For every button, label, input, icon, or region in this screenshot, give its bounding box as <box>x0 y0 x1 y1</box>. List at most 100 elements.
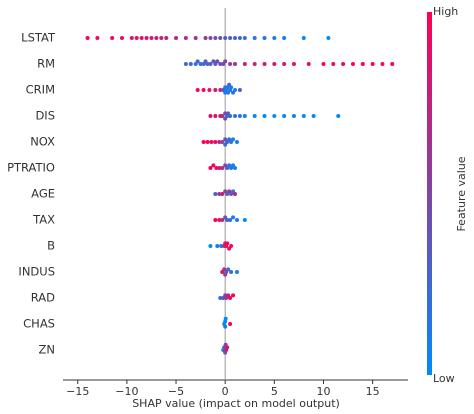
feature-label: TAX <box>32 213 55 227</box>
feature-label: ZN <box>39 343 55 357</box>
shap-point <box>233 114 238 118</box>
shap-point <box>229 270 234 274</box>
shap-point <box>380 62 385 66</box>
shap-point <box>213 36 218 40</box>
feature-label: LSTAT <box>21 31 56 45</box>
shap-point <box>203 36 208 40</box>
shap-point <box>217 218 222 222</box>
shap-point <box>208 114 213 118</box>
shap-point <box>331 62 336 66</box>
shap-point <box>201 88 206 92</box>
shap-point <box>301 36 306 40</box>
shap-point <box>209 140 214 144</box>
feature-label: AGE <box>31 187 55 201</box>
shap-point <box>95 36 100 40</box>
x-tick-label: 15 <box>366 385 380 398</box>
shap-point <box>220 218 225 222</box>
shap-point <box>174 36 179 40</box>
shap-point <box>119 36 124 40</box>
shap-point <box>154 36 159 40</box>
shap-point <box>198 62 203 66</box>
colorbar <box>427 12 432 375</box>
shap-point <box>223 316 228 321</box>
shap-point <box>183 62 188 66</box>
shap-point <box>228 296 233 300</box>
shap-point <box>215 244 220 248</box>
x-tick-label: −15 <box>66 385 89 398</box>
shap-point <box>262 62 267 66</box>
shap-point <box>207 88 212 92</box>
shap-point <box>229 244 234 248</box>
shap-point <box>208 166 213 170</box>
shap-point <box>336 114 341 118</box>
shap-point <box>223 36 228 40</box>
shap-point <box>213 192 218 196</box>
shap-point <box>282 114 287 118</box>
shap-point <box>217 166 222 170</box>
shap-point <box>208 62 213 66</box>
colorbar-low: Low <box>433 372 455 385</box>
shap-point <box>370 62 375 66</box>
feature-label: RAD <box>31 291 55 305</box>
shap-point <box>228 114 233 118</box>
shap-point <box>252 36 257 40</box>
colorbar-label: Feature value <box>455 156 468 231</box>
shap-point <box>272 62 277 66</box>
shap-point <box>234 270 239 274</box>
x-tick-label: 0 <box>222 385 229 398</box>
shap-point <box>218 296 223 300</box>
shap-point <box>350 62 355 66</box>
shap-point <box>282 62 287 66</box>
feature-label: NOX <box>30 135 55 149</box>
shap-point <box>129 36 134 40</box>
shap-point <box>225 218 230 222</box>
shap-point <box>282 36 287 40</box>
shap-point <box>272 36 277 40</box>
feature-label: PTRATIO <box>7 161 55 175</box>
shap-point <box>360 62 365 66</box>
shap-point <box>262 114 267 118</box>
x-tick-label: 10 <box>316 385 330 398</box>
shap-point <box>223 324 228 329</box>
shap-point <box>228 322 233 326</box>
shap-point <box>233 166 238 170</box>
shap-point <box>213 114 218 118</box>
shap-point <box>218 36 223 40</box>
shap-point <box>217 192 222 196</box>
shap-point <box>220 192 225 196</box>
shap-point <box>218 62 223 66</box>
x-tick-label: −10 <box>115 385 138 398</box>
shap-point <box>233 192 238 196</box>
shap-point <box>231 137 236 142</box>
shap-point <box>226 267 231 272</box>
shap-point <box>390 62 395 66</box>
shap-point <box>134 36 139 40</box>
shap-point <box>219 244 224 248</box>
shap-point <box>159 36 164 40</box>
x-tick-label: 5 <box>271 385 278 398</box>
x-tick-label: −5 <box>168 385 184 398</box>
shap-point <box>223 59 228 64</box>
shap-point <box>195 88 200 92</box>
shap-point <box>225 241 230 246</box>
shap-point <box>208 244 213 248</box>
shap-point <box>228 218 233 222</box>
shap-point <box>252 62 257 66</box>
shap-point <box>85 36 90 40</box>
shap-point <box>215 59 220 64</box>
shap-point <box>237 114 242 118</box>
feature-label: CHAS <box>23 317 55 331</box>
colorbar-high: High <box>433 5 458 18</box>
shap-point <box>272 114 277 118</box>
shap-point <box>233 88 238 92</box>
shap-point <box>341 62 346 66</box>
shap-point <box>291 62 296 66</box>
shap-point <box>237 88 242 92</box>
shap-point <box>220 114 225 118</box>
shap-point <box>144 36 149 40</box>
shap-point <box>201 140 206 144</box>
feature-label: INDUS <box>18 265 55 279</box>
shap-point <box>228 36 233 40</box>
shap-point <box>234 218 239 222</box>
